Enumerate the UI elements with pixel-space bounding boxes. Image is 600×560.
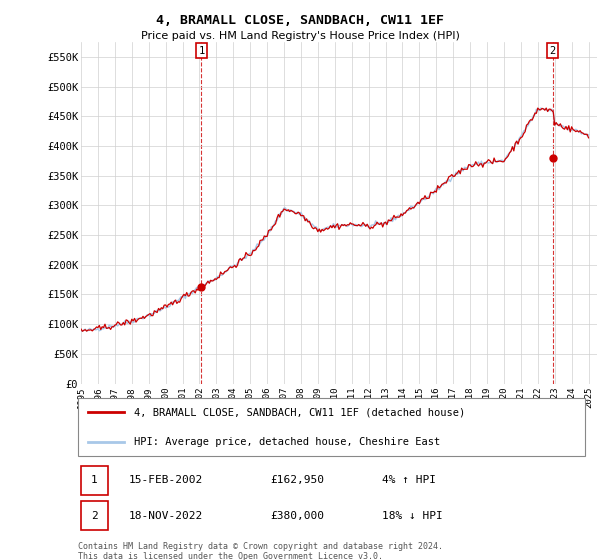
Text: Price paid vs. HM Land Registry's House Price Index (HPI): Price paid vs. HM Land Registry's House … xyxy=(140,31,460,41)
Text: 2: 2 xyxy=(91,511,98,521)
Text: 15-FEB-2002: 15-FEB-2002 xyxy=(128,475,203,485)
Text: 18% ↓ HPI: 18% ↓ HPI xyxy=(382,511,443,521)
Text: 4% ↑ HPI: 4% ↑ HPI xyxy=(382,475,436,485)
FancyBboxPatch shape xyxy=(78,398,585,456)
FancyBboxPatch shape xyxy=(80,501,109,530)
Text: 4, BRAMALL CLOSE, SANDBACH, CW11 1EF: 4, BRAMALL CLOSE, SANDBACH, CW11 1EF xyxy=(156,14,444,27)
Text: 2: 2 xyxy=(550,45,556,55)
Text: HPI: Average price, detached house, Cheshire East: HPI: Average price, detached house, Ches… xyxy=(134,437,440,447)
Text: 1: 1 xyxy=(199,45,205,55)
Text: 18-NOV-2022: 18-NOV-2022 xyxy=(128,511,203,521)
Text: £380,000: £380,000 xyxy=(271,511,325,521)
Text: Contains HM Land Registry data © Crown copyright and database right 2024.
This d: Contains HM Land Registry data © Crown c… xyxy=(78,542,443,560)
Text: 4, BRAMALL CLOSE, SANDBACH, CW11 1EF (detached house): 4, BRAMALL CLOSE, SANDBACH, CW11 1EF (de… xyxy=(134,407,465,417)
FancyBboxPatch shape xyxy=(80,466,109,494)
Text: 1: 1 xyxy=(91,475,98,485)
Text: £162,950: £162,950 xyxy=(271,475,325,485)
